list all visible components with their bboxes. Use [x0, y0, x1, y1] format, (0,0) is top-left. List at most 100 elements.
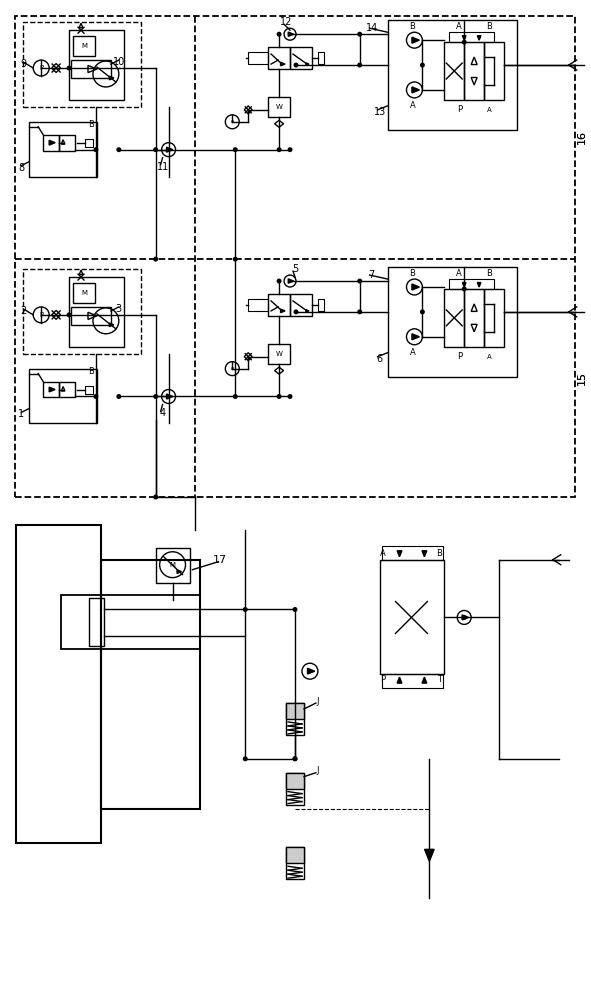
Bar [286, 773, 304, 805]
Polygon shape [412, 284, 420, 290]
Bar [379, 560, 444, 674]
Circle shape [293, 756, 297, 761]
Bar [59, 135, 75, 151]
Text: 16: 16 [577, 130, 587, 144]
Circle shape [462, 287, 467, 291]
Bar [444, 42, 464, 100]
Text: 8: 8 [18, 163, 24, 173]
Polygon shape [397, 551, 402, 557]
Bar [268, 344, 290, 364]
Polygon shape [306, 63, 309, 65]
Circle shape [277, 279, 281, 284]
Polygon shape [306, 310, 309, 312]
Circle shape [357, 309, 362, 314]
Polygon shape [49, 387, 55, 392]
Text: P: P [380, 675, 385, 684]
Bar [71, 60, 111, 78]
Polygon shape [397, 677, 402, 683]
Text: 9: 9 [20, 59, 27, 69]
Text: B: B [410, 22, 415, 31]
Bar [248, 52, 268, 64]
Circle shape [67, 66, 72, 71]
Text: P: P [457, 105, 462, 114]
Circle shape [462, 615, 467, 620]
Bar [290, 294, 312, 316]
Bar [290, 47, 312, 69]
Text: 16: 16 [577, 130, 587, 144]
Circle shape [153, 147, 158, 152]
Text: A: A [487, 107, 492, 113]
Circle shape [294, 309, 298, 314]
Bar [71, 307, 111, 325]
Text: B: B [410, 269, 415, 278]
Polygon shape [412, 334, 420, 340]
Bar [464, 42, 484, 100]
Text: 6: 6 [376, 354, 382, 364]
Bar [155, 548, 190, 583]
Circle shape [93, 394, 99, 399]
Text: o: o [230, 119, 234, 124]
Bar [69, 277, 124, 347]
Text: 4: 4 [160, 408, 165, 418]
Bar [449, 279, 494, 289]
Bar [30, 122, 97, 177]
Polygon shape [478, 36, 481, 40]
Polygon shape [109, 76, 114, 80]
Text: 13: 13 [374, 107, 386, 117]
Text: 2: 2 [20, 306, 27, 316]
Circle shape [93, 147, 99, 152]
Circle shape [277, 394, 281, 399]
Circle shape [357, 279, 362, 284]
Polygon shape [307, 668, 315, 674]
Bar [464, 289, 484, 347]
Polygon shape [281, 62, 285, 66]
Polygon shape [462, 36, 466, 40]
Polygon shape [281, 309, 285, 313]
Text: M: M [81, 43, 87, 49]
Polygon shape [412, 37, 420, 43]
Polygon shape [422, 551, 427, 557]
Text: J: J [317, 697, 319, 706]
Bar [23, 269, 141, 354]
Polygon shape [167, 147, 173, 152]
Text: A: A [487, 354, 492, 360]
Circle shape [277, 147, 281, 152]
Circle shape [153, 495, 158, 500]
Text: P: P [457, 352, 462, 361]
Polygon shape [49, 140, 55, 145]
Polygon shape [288, 279, 294, 283]
Polygon shape [462, 615, 469, 620]
Polygon shape [109, 323, 114, 327]
Bar [484, 289, 504, 347]
Text: A: A [456, 269, 462, 278]
Bar [286, 703, 304, 735]
Polygon shape [422, 677, 427, 683]
Text: P: P [39, 312, 43, 318]
Circle shape [357, 32, 362, 37]
Circle shape [243, 607, 248, 612]
Bar [268, 47, 290, 69]
Text: 3: 3 [116, 304, 122, 314]
Text: 15: 15 [577, 371, 587, 385]
Text: 5: 5 [292, 264, 298, 274]
Text: J: J [317, 766, 319, 775]
Bar [43, 135, 59, 151]
Bar [248, 299, 268, 311]
Polygon shape [412, 87, 420, 93]
Bar [73, 283, 95, 303]
Bar [59, 382, 75, 397]
Text: M: M [81, 290, 87, 296]
Circle shape [116, 394, 121, 399]
Bar [286, 847, 304, 879]
Circle shape [462, 40, 467, 45]
Bar [449, 32, 494, 42]
Text: A: A [456, 22, 462, 31]
Text: 12: 12 [280, 17, 292, 27]
Bar [444, 289, 464, 347]
Text: P: P [39, 65, 43, 71]
Circle shape [277, 32, 281, 37]
Bar [382, 674, 443, 688]
Bar [268, 294, 290, 316]
Bar [23, 22, 141, 107]
Bar [15, 16, 574, 497]
